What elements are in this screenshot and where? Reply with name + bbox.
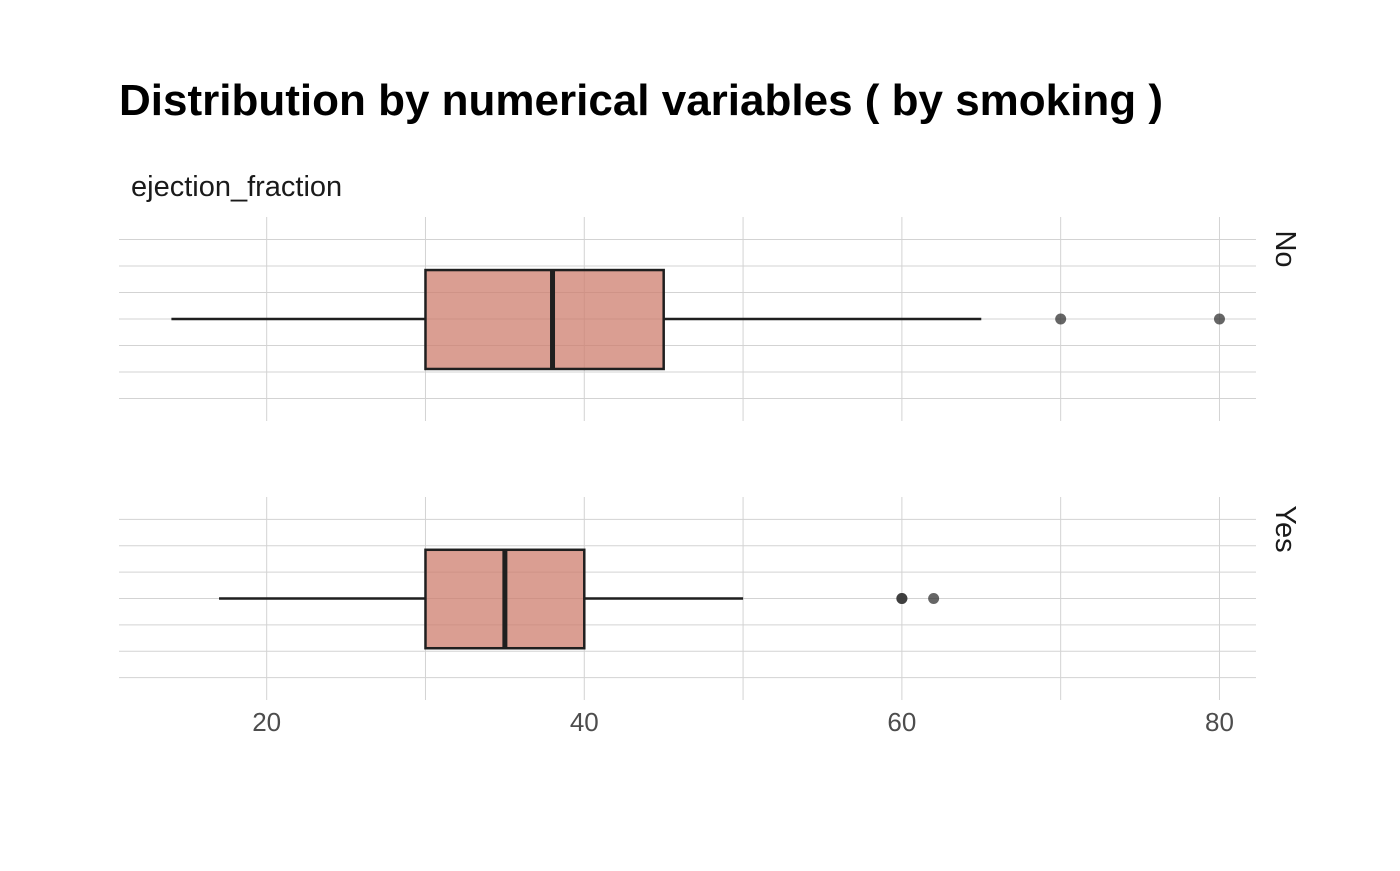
x-axis: 20 40 60 80 xyxy=(252,707,1234,737)
facets-layer: No Yes xyxy=(119,217,1301,700)
strip-label-yes: Yes xyxy=(1269,505,1301,552)
x-tick-label: 20 xyxy=(252,707,281,737)
chart-title: Distribution by numerical variables ( by… xyxy=(119,76,1163,125)
box-iqr xyxy=(424,268,665,371)
x-tick-label: 80 xyxy=(1205,707,1234,737)
outlier-point xyxy=(928,593,940,604)
x-tick-label: 60 xyxy=(887,707,916,737)
x-tick-label: 40 xyxy=(570,707,599,737)
facet-panel-no: No xyxy=(119,217,1301,421)
outlier-point xyxy=(1213,313,1225,325)
outlier-point xyxy=(896,593,908,604)
panel-label: ejection_fraction xyxy=(131,171,342,203)
outlier-point xyxy=(1055,313,1067,325)
facet-panel-yes: Yes xyxy=(119,497,1301,700)
strip-label-no: No xyxy=(1269,230,1301,267)
